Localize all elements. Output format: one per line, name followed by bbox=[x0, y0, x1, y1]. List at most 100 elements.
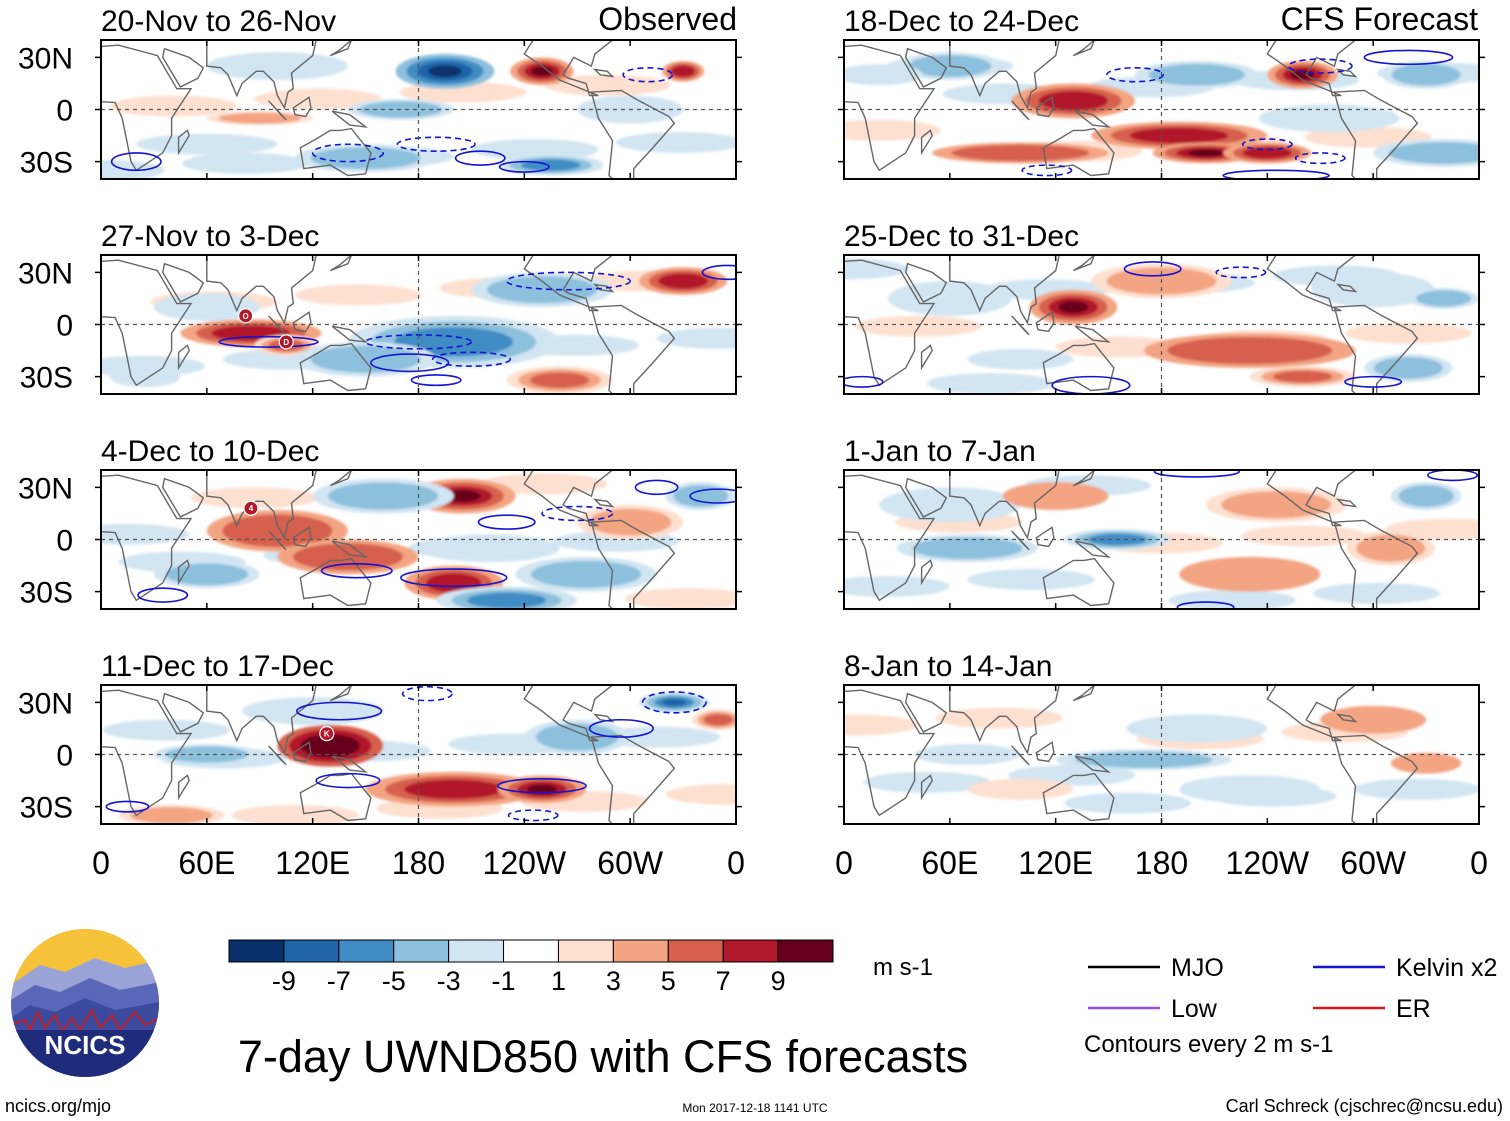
anomaly-blob bbox=[165, 563, 249, 586]
colorbar-swatch bbox=[777, 939, 834, 963]
coastline bbox=[949, 255, 1060, 325]
coastline bbox=[331, 755, 369, 773]
figure-title: 7-day UWND850 with CFS forecasts bbox=[238, 1031, 968, 1082]
anomaly-blob bbox=[130, 807, 213, 824]
x-tick-label: 180 bbox=[1135, 845, 1188, 881]
coastline bbox=[1011, 100, 1030, 121]
kelvin-contour bbox=[401, 685, 453, 702]
coastline bbox=[177, 129, 190, 156]
forecast-header: CFS Forecast bbox=[1281, 1, 1478, 37]
kelvin-contour bbox=[431, 351, 512, 367]
coastline bbox=[206, 255, 317, 325]
kelvin-contour bbox=[396, 136, 476, 153]
y-tick-label: 30S bbox=[20, 362, 73, 395]
kelvin-contour bbox=[1294, 152, 1346, 165]
anomaly-blob bbox=[1075, 751, 1213, 768]
anomaly-blob bbox=[888, 281, 1012, 316]
coastline bbox=[161, 47, 205, 88]
kelvin-contour bbox=[1344, 375, 1403, 388]
anomaly-streak bbox=[967, 569, 1095, 590]
coastline bbox=[592, 498, 615, 508]
legend-label: Low bbox=[1171, 995, 1218, 1023]
anomaly-blob bbox=[1126, 714, 1268, 743]
x-tick-label: 0 bbox=[835, 845, 853, 881]
anomaly-blob bbox=[531, 560, 642, 588]
anomaly-blob bbox=[1058, 301, 1089, 314]
anomaly-streak bbox=[863, 771, 991, 793]
kelvin-contour bbox=[295, 701, 383, 721]
coastline bbox=[299, 127, 372, 177]
coastline bbox=[1035, 741, 1055, 763]
colorbar-tick-label: -9 bbox=[272, 966, 296, 996]
anomaly-streak bbox=[624, 588, 736, 609]
storm-marker: D bbox=[278, 334, 294, 350]
y-tick-label: 0 bbox=[56, 525, 73, 558]
anomaly-blob bbox=[1167, 337, 1333, 365]
anomaly-streak bbox=[1064, 792, 1192, 814]
coastlines bbox=[101, 40, 676, 179]
site-url[interactable]: ncics.org/mjo bbox=[5, 1096, 111, 1116]
kelvin-contour bbox=[370, 353, 450, 373]
kelvin-contour bbox=[364, 334, 473, 350]
anomaly-blob bbox=[662, 698, 687, 706]
panel-6: 25-Dec to 31-Dec bbox=[838, 220, 1485, 395]
coastline bbox=[161, 692, 205, 733]
coastlines bbox=[101, 470, 676, 609]
anomaly-blob bbox=[535, 723, 619, 751]
anomaly-blob bbox=[109, 366, 181, 388]
anomaly-streak bbox=[935, 707, 1063, 729]
colorbar-swatch bbox=[338, 939, 395, 963]
kelvin-contour bbox=[315, 772, 381, 789]
anomaly-blob bbox=[394, 327, 514, 357]
anomaly-streak bbox=[1168, 589, 1296, 609]
storm-marker: 4 bbox=[243, 500, 259, 516]
anomaly-blob bbox=[1320, 705, 1427, 734]
panel-title: 11-Dec to 17-Dec bbox=[101, 650, 334, 683]
anomaly-blob bbox=[1038, 91, 1108, 111]
coastline bbox=[1266, 255, 1357, 312]
x-tick-label: 60E bbox=[921, 845, 978, 881]
anomaly-blob bbox=[444, 490, 481, 502]
colorbar-swatch bbox=[228, 939, 285, 963]
kelvin-contour bbox=[1241, 138, 1293, 151]
coastline bbox=[1335, 713, 1358, 723]
coastline bbox=[299, 342, 372, 392]
coastline bbox=[949, 40, 1060, 110]
anomaly-blob bbox=[1311, 272, 1435, 308]
anomaly-blob bbox=[1002, 482, 1109, 510]
legend-note: Contours every 2 m s-1 bbox=[1084, 1031, 1333, 1058]
coastline bbox=[101, 689, 193, 817]
colorbar-tick-label: 5 bbox=[661, 966, 676, 996]
coastline bbox=[1042, 127, 1115, 177]
coastline bbox=[268, 530, 287, 551]
kelvin-contour bbox=[311, 143, 385, 163]
kelvin-contour bbox=[400, 568, 508, 588]
anomaly-streak bbox=[616, 132, 736, 153]
coastlines bbox=[844, 40, 1419, 179]
storm-marker: O bbox=[238, 308, 254, 324]
anomaly-blob bbox=[912, 537, 1023, 560]
colorbar-swatch bbox=[667, 939, 724, 963]
kelvin-contour bbox=[588, 718, 654, 738]
coastline bbox=[844, 689, 936, 817]
coastline bbox=[590, 304, 676, 394]
anomaly-blob bbox=[312, 738, 349, 753]
author-credit: Carl Schreck (cjschrec@ncsu.edu) bbox=[1226, 1096, 1503, 1116]
coastline bbox=[329, 40, 353, 57]
anomaly-blob bbox=[1129, 127, 1229, 144]
coastline bbox=[206, 470, 317, 540]
coastline bbox=[1035, 526, 1055, 548]
colorbar-tick-label: -5 bbox=[382, 966, 406, 996]
svg-text:K: K bbox=[324, 730, 330, 739]
kelvin-contour bbox=[410, 374, 462, 387]
ncics-logo: NCICS bbox=[11, 929, 159, 1077]
coastline bbox=[329, 685, 353, 702]
coastline bbox=[101, 44, 193, 172]
coastline bbox=[844, 259, 936, 387]
anomaly-blob bbox=[1258, 104, 1400, 133]
coastline bbox=[331, 325, 369, 343]
coastline bbox=[920, 344, 933, 371]
anomaly-blob bbox=[526, 784, 557, 794]
coastline bbox=[329, 255, 353, 272]
x-tick-label: 180 bbox=[392, 845, 445, 881]
